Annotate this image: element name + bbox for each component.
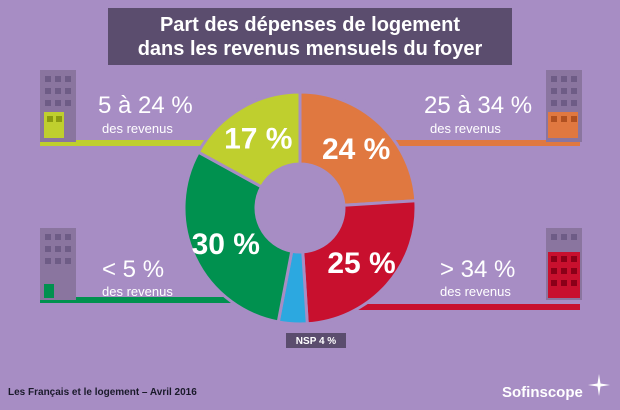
- brand-logo-text: Sofinscope: [502, 384, 583, 401]
- source-note: Les Français et le logement – Avril 2016: [8, 387, 197, 398]
- title-line-1: Part des dépenses de logement: [159, 14, 461, 36]
- top-left-sub-label: des revenus: [102, 121, 173, 136]
- slice-label-1: 25 %: [327, 247, 395, 280]
- bottom-right-range-label: > 34 %: [440, 256, 516, 283]
- building-icon-top-left: [40, 70, 76, 142]
- slice-badge-bg-2: [286, 333, 346, 348]
- sparkle-icon: [588, 374, 610, 396]
- donut-hole: [256, 164, 344, 252]
- top-right-connector: [330, 140, 580, 146]
- building-icon-bottom-left: [40, 228, 76, 300]
- bottom-left-range-label: < 5 %: [102, 256, 165, 283]
- slice-label-3: 30 %: [192, 228, 260, 261]
- building-icon-top-right: [546, 70, 582, 142]
- top-right-sub-label: des revenus: [430, 121, 501, 136]
- top-right-range-label: 25 à 34 %: [424, 92, 533, 119]
- slice-label-4: 17 %: [224, 122, 292, 155]
- building-icon-bottom-right: [546, 228, 582, 300]
- slice-label-0: 24 %: [322, 133, 390, 166]
- slice-label-2: NSP 4 %: [296, 336, 336, 347]
- bottom-right-sub-label: des revenus: [440, 284, 511, 299]
- bottom-left-sub-label: des revenus: [102, 284, 173, 299]
- top-left-connector: [40, 140, 276, 146]
- title-box: Part des dépenses de logement dans les r…: [108, 8, 512, 65]
- bottom-right-connector: [330, 304, 580, 310]
- top-left-range-label: 5 à 24 %: [98, 92, 193, 119]
- title-line-2: dans les revenus mensuels du foyer: [137, 38, 483, 60]
- bottom-left-connector: [40, 297, 276, 303]
